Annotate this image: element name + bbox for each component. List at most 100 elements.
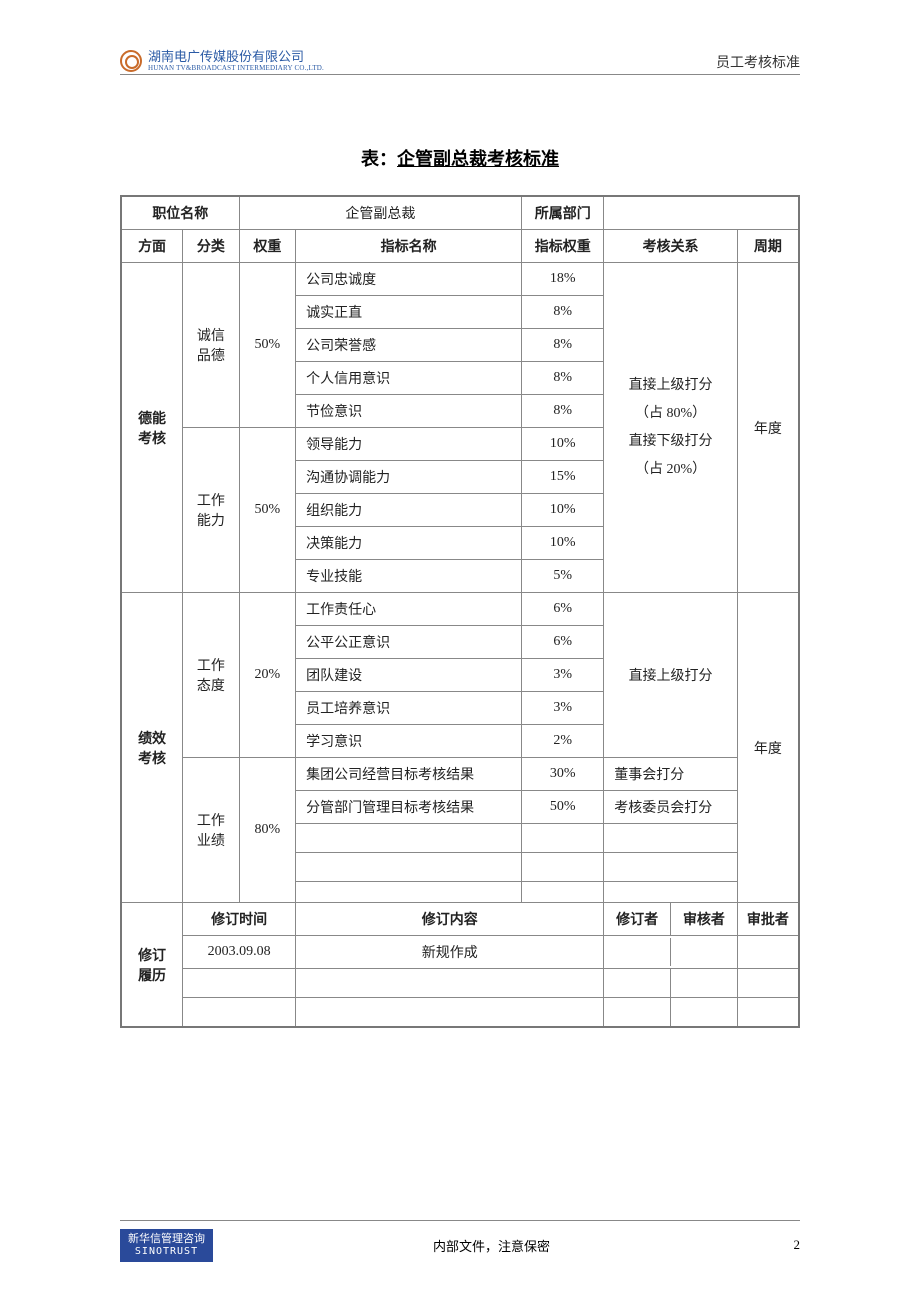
period-2: 年度 bbox=[737, 593, 799, 903]
ind-weight: 5% bbox=[522, 560, 604, 593]
rev-aspect: 修订履历 bbox=[121, 903, 183, 1028]
cat-1-weight: 50% bbox=[239, 263, 296, 428]
rev-content-h: 修订内容 bbox=[296, 903, 604, 936]
ind-weight: 30% bbox=[522, 758, 604, 791]
col-period: 周期 bbox=[737, 230, 799, 263]
logo-icon bbox=[120, 50, 142, 72]
ind-weight: 8% bbox=[522, 296, 604, 329]
footer-page-number: 2 bbox=[770, 1237, 800, 1253]
period-1: 年度 bbox=[737, 263, 799, 593]
table-row bbox=[121, 998, 799, 1028]
col-weight: 权重 bbox=[239, 230, 296, 263]
rev-approver-h: 审批者 bbox=[737, 903, 799, 936]
empty-cell bbox=[671, 969, 737, 997]
table-row: 绩效考核 工作态度 20% 工作责任心 6% 直接上级打分 年度 bbox=[121, 593, 799, 626]
ind-weight: 15% bbox=[522, 461, 604, 494]
ind-weight: 10% bbox=[522, 494, 604, 527]
ind-name: 公平公正意识 bbox=[296, 626, 522, 659]
empty-cell bbox=[604, 853, 738, 882]
empty-cell bbox=[183, 998, 296, 1028]
ind-weight: 6% bbox=[522, 593, 604, 626]
company-subname: HUNAN TV&BROADCAST INTERMEDIARY CO.,LTD. bbox=[148, 64, 324, 72]
col-indweight: 指标权重 bbox=[522, 230, 604, 263]
table-row: 德能考核 诚信品德 50% 公司忠诚度 18% 直接上级打分 （占 80%） 直… bbox=[121, 263, 799, 296]
empty-cell bbox=[522, 882, 604, 903]
rev-time-h: 修订时间 bbox=[183, 903, 296, 936]
empty-cell bbox=[737, 969, 799, 998]
assessment-table: 职位名称 企管副总裁 所属部门 方面 分类 权重 指标名称 指标权重 考核关系 … bbox=[120, 195, 800, 1028]
cat-4-name: 工作业绩 bbox=[183, 758, 240, 903]
footer-center-text: 内部文件，注意保密 bbox=[213, 1236, 770, 1255]
table-row: 工作业绩 80% 集团公司经营目标考核结果 30% 董事会打分 bbox=[121, 758, 799, 791]
cat-3-name: 工作态度 bbox=[183, 593, 240, 758]
dept-label: 所属部门 bbox=[522, 196, 604, 230]
empty-cell bbox=[183, 969, 296, 998]
ind-weight: 8% bbox=[522, 395, 604, 428]
empty-cell bbox=[522, 824, 604, 853]
ind-name: 公司荣誉感 bbox=[296, 329, 522, 362]
relation-3: 董事会打分 bbox=[604, 758, 738, 791]
document-title: 表：企管副总裁考核标准 bbox=[120, 145, 800, 171]
ind-weight: 50% bbox=[522, 791, 604, 824]
title-prefix: 表： bbox=[361, 149, 397, 169]
aspect-1: 德能考核 bbox=[121, 263, 183, 593]
rel-line: 直接下级打分 bbox=[612, 428, 729, 456]
empty-cell bbox=[671, 938, 737, 966]
page-header: 湖南电广传媒股份有限公司 HUNAN TV&BROADCAST INTERMED… bbox=[120, 50, 800, 75]
ind-name: 决策能力 bbox=[296, 527, 522, 560]
ind-weight: 18% bbox=[522, 263, 604, 296]
ind-name: 节俭意识 bbox=[296, 395, 522, 428]
relation-2: 直接上级打分 bbox=[604, 593, 738, 758]
company-text: 湖南电广传媒股份有限公司 HUNAN TV&BROADCAST INTERMED… bbox=[148, 50, 324, 72]
rel-line: 直接上级打分 bbox=[612, 372, 729, 400]
empty-cell bbox=[737, 936, 799, 969]
empty-cell bbox=[296, 998, 604, 1028]
table-row: 2003.09.08 新规作成 bbox=[121, 936, 799, 969]
company-name: 湖南电广传媒股份有限公司 bbox=[148, 50, 324, 64]
rev-editor-h: 修订者 bbox=[604, 903, 670, 935]
empty-cell bbox=[671, 998, 737, 1026]
ind-weight: 6% bbox=[522, 626, 604, 659]
col-aspect: 方面 bbox=[121, 230, 183, 263]
empty-cell bbox=[604, 882, 738, 903]
rev-editor-reviewer: 修订者 审核者 bbox=[604, 903, 738, 936]
rev-editor-reviewer-cell bbox=[604, 998, 738, 1028]
empty-cell bbox=[296, 853, 522, 882]
table-row: 修订履历 修订时间 修订内容 修订者 审核者 审批者 bbox=[121, 903, 799, 936]
relation-1: 直接上级打分 （占 80%） 直接下级打分 （占 20%） bbox=[604, 263, 738, 593]
ind-name: 诚实正直 bbox=[296, 296, 522, 329]
rev-editor-reviewer-cell bbox=[604, 936, 738, 969]
cat-3-weight: 20% bbox=[239, 593, 296, 758]
ind-weight: 3% bbox=[522, 659, 604, 692]
ind-name: 个人信用意识 bbox=[296, 362, 522, 395]
table-header-row: 方面 分类 权重 指标名称 指标权重 考核关系 周期 bbox=[121, 230, 799, 263]
empty-cell bbox=[604, 998, 670, 1026]
col-category: 分类 bbox=[183, 230, 240, 263]
ind-weight: 3% bbox=[522, 692, 604, 725]
position-label: 职位名称 bbox=[121, 196, 239, 230]
empty-cell bbox=[604, 969, 670, 997]
rev-content: 新规作成 bbox=[296, 936, 604, 969]
ind-name: 领导能力 bbox=[296, 428, 522, 461]
footer-logo-en: SINOTRUST bbox=[128, 1246, 205, 1258]
rev-reviewer-h: 审核者 bbox=[671, 903, 737, 935]
header-right-text: 员工考核标准 bbox=[716, 52, 800, 72]
position-value: 企管副总裁 bbox=[239, 196, 522, 230]
col-indicator: 指标名称 bbox=[296, 230, 522, 263]
empty-cell bbox=[296, 882, 522, 903]
ind-name: 组织能力 bbox=[296, 494, 522, 527]
empty-cell bbox=[296, 824, 522, 853]
rev-editor-reviewer-cell bbox=[604, 969, 738, 998]
ind-weight: 8% bbox=[522, 329, 604, 362]
ind-weight: 10% bbox=[522, 428, 604, 461]
table-row bbox=[121, 969, 799, 998]
ind-name: 沟通协调能力 bbox=[296, 461, 522, 494]
ind-name: 公司忠诚度 bbox=[296, 263, 522, 296]
footer-logo-cn: 新华信管理咨询 bbox=[128, 1233, 205, 1246]
ind-name: 工作责任心 bbox=[296, 593, 522, 626]
document-page: 湖南电广传媒股份有限公司 HUNAN TV&BROADCAST INTERMED… bbox=[0, 0, 920, 1302]
ind-name: 集团公司经营目标考核结果 bbox=[296, 758, 522, 791]
table-row: 职位名称 企管副总裁 所属部门 bbox=[121, 196, 799, 230]
ind-name: 专业技能 bbox=[296, 560, 522, 593]
ind-weight: 2% bbox=[522, 725, 604, 758]
